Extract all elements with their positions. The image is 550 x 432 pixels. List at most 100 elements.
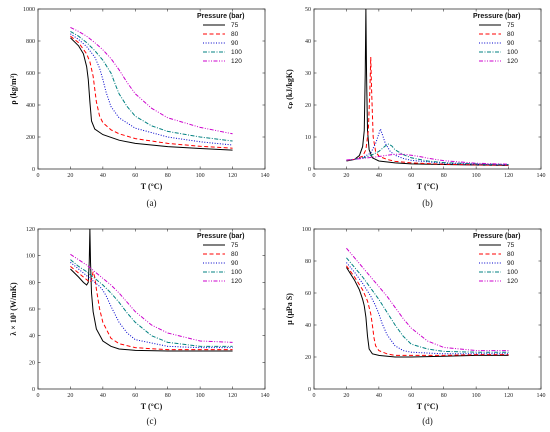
x-tick-label: 100 [472, 173, 481, 179]
x-tick-label: 0 [37, 393, 40, 399]
y-tick-label: 30 [305, 71, 311, 77]
series-line-100 [346, 143, 509, 166]
series-line-90 [346, 127, 509, 166]
y-tick-label: 20 [305, 355, 311, 361]
series-line-75 [346, 267, 509, 358]
x-tick-label: 60 [132, 173, 138, 179]
legend-label-90: 90 [231, 260, 239, 267]
x-tick-label: 40 [100, 173, 106, 179]
x-tick-label: 100 [196, 173, 205, 179]
legend-title: Pressure (bar) [197, 13, 244, 20]
y-tick-label: 120 [26, 227, 35, 233]
legend-label-75: 75 [231, 22, 239, 29]
plot-frame [313, 228, 542, 390]
plot-frame [313, 8, 542, 170]
legend-label-80: 80 [231, 31, 239, 38]
x-tick-label: 120 [228, 173, 237, 179]
panel-caption: (c) [147, 416, 157, 426]
x-axis-label: T (°C) [417, 402, 439, 411]
x-tick-label: 140 [261, 393, 270, 399]
x-tick-label: 80 [441, 173, 447, 179]
y-tick-label: 40 [305, 323, 311, 329]
x-tick-label: 40 [376, 393, 382, 399]
y-tick-label: 40 [305, 39, 311, 45]
x-tick-label: 20 [67, 393, 73, 399]
y-tick-label: 60 [29, 307, 35, 313]
legend-label-120: 120 [231, 58, 242, 65]
legend-label-80: 80 [231, 251, 239, 258]
legend-title: Pressure (bar) [473, 13, 520, 20]
panel-caption: (a) [147, 198, 157, 208]
x-tick-label: 60 [408, 393, 414, 399]
x-tick-label: 20 [343, 393, 349, 399]
y-tick-label: 10 [305, 135, 311, 141]
y-tick-label: 0 [308, 167, 311, 173]
legend-label-90: 90 [507, 260, 515, 267]
legend-label-75: 75 [231, 242, 239, 249]
y-tick-label: 100 [26, 254, 35, 260]
y-tick-label: 20 [305, 103, 311, 109]
y-tick-label: 80 [305, 259, 311, 265]
legend-label-75: 75 [507, 22, 515, 29]
series-line-120 [346, 247, 509, 352]
y-tick-label: 1000 [23, 7, 35, 13]
y-tick-label: 0 [32, 387, 35, 393]
x-tick-label: 80 [165, 173, 171, 179]
series-line-100 [70, 259, 233, 347]
series-line-80 [346, 265, 509, 356]
x-tick-label: 20 [343, 173, 349, 179]
x-tick-label: 40 [376, 173, 382, 179]
x-tick-label: 140 [537, 173, 546, 179]
x-tick-label: 120 [504, 173, 513, 179]
x-tick-label: 100 [472, 393, 481, 399]
legend-label-80: 80 [507, 31, 515, 38]
x-axis-label: T (°C) [141, 402, 163, 411]
legend-label-90: 90 [231, 40, 239, 47]
y-tick-label: 800 [26, 39, 35, 45]
series-line-75 [346, 9, 509, 166]
legend-label-100: 100 [507, 269, 518, 276]
y-tick-label: 50 [305, 7, 311, 13]
x-tick-label: 60 [132, 393, 138, 399]
series-line-80 [346, 56, 509, 166]
legend-label-100: 100 [231, 49, 242, 56]
x-tick-label: 60 [408, 173, 414, 179]
legend-label-100: 100 [507, 49, 518, 56]
x-tick-label: 120 [228, 393, 237, 399]
y-axis-label: λ × 10³ (W/mK) [9, 282, 18, 336]
x-tick-label: 40 [100, 393, 106, 399]
x-tick-label: 20 [67, 173, 73, 179]
legend-label-100: 100 [231, 269, 242, 276]
y-tick-label: 40 [29, 334, 35, 340]
legend-label-80: 80 [507, 251, 515, 258]
plot-frame [37, 8, 266, 170]
x-tick-label: 100 [196, 393, 205, 399]
series-line-75 [70, 229, 233, 352]
y-tick-label: 80 [29, 280, 35, 286]
y-axis-label: cₚ (kJ/kgK) [285, 69, 294, 109]
legend-title: Pressure (bar) [197, 233, 244, 240]
panel-caption: (b) [422, 198, 433, 208]
series-line-120 [70, 253, 233, 343]
legend-label-120: 120 [231, 278, 242, 285]
x-tick-label: 140 [261, 173, 270, 179]
series-line-75 [70, 37, 233, 151]
chart-d: 0 20 40 60 80 100 120 140 0 20 40 60 80 100 T (°C) μ (μ… [285, 227, 546, 426]
y-tick-label: 200 [26, 135, 35, 141]
y-tick-label: 400 [26, 103, 35, 109]
y-tick-label: 60 [305, 291, 311, 297]
legend-label-90: 90 [507, 40, 515, 47]
x-tick-label: 120 [504, 393, 513, 399]
x-tick-label: 140 [537, 393, 546, 399]
x-axis-label: T (°C) [417, 182, 439, 191]
series-line-120 [346, 153, 509, 165]
legend-label-75: 75 [507, 242, 515, 249]
y-tick-label: 0 [308, 387, 311, 393]
series-line-90 [70, 33, 233, 146]
y-axis-label: ρ (kg/m³) [9, 73, 18, 105]
x-axis-label: T (°C) [141, 182, 163, 191]
x-tick-label: 80 [165, 393, 171, 399]
series-line-80 [70, 265, 233, 351]
x-tick-label: 0 [37, 173, 40, 179]
